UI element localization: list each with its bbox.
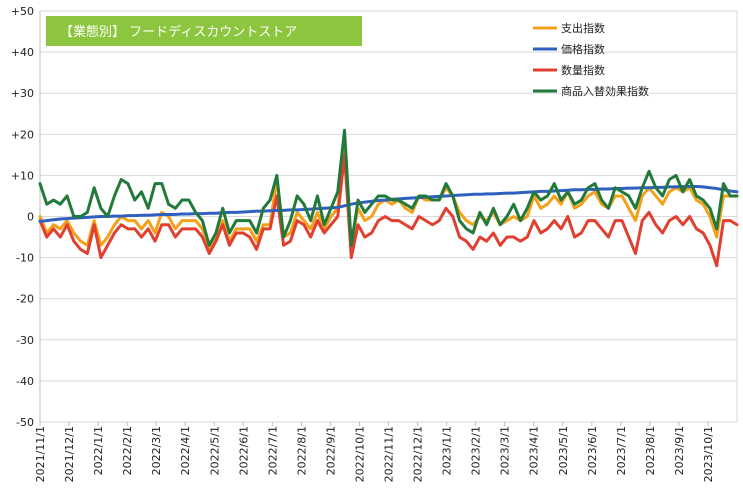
- x-tick-label: 2023/9/1: [673, 426, 686, 475]
- y-tick-label: +40: [11, 46, 34, 59]
- y-tick-label: -50: [16, 416, 34, 429]
- y-tick-label: -10: [16, 252, 34, 265]
- x-tick-label: 2023/1/1: [441, 426, 454, 475]
- series-line-0: [38, 149, 739, 251]
- y-tick-label: -30: [16, 334, 34, 347]
- x-tick-label: 2022/10/1: [353, 426, 366, 482]
- x-tick-label: 2022/5/1: [208, 426, 221, 475]
- y-tick-label: +30: [11, 87, 34, 100]
- x-tick-label: 2022/8/1: [295, 426, 308, 475]
- x-tick-label: 2021/12/1: [63, 426, 76, 482]
- x-tick-label: 2023/6/1: [586, 426, 599, 475]
- x-tick-label: 2023/3/1: [499, 426, 512, 475]
- x-tick-label: 2023/10/1: [702, 426, 715, 482]
- x-tick-label: 2021/11/1: [34, 426, 47, 482]
- x-tick-label: 2023/5/1: [557, 426, 570, 475]
- legend-label: 商品入替効果指数: [561, 84, 649, 98]
- x-tick-label: 2022/1/1: [92, 426, 105, 475]
- x-tick-label: 2023/7/1: [615, 426, 628, 475]
- x-tick-label: 2022/9/1: [324, 426, 337, 475]
- x-tick-label: 2022/3/1: [150, 426, 163, 475]
- y-tick-label: +10: [11, 169, 34, 182]
- chart-title-background: [46, 16, 362, 46]
- x-tick-label: 2023/2/1: [470, 426, 483, 475]
- y-tick-label: +50: [11, 5, 34, 18]
- x-tick-label: 2022/12/1: [412, 426, 425, 482]
- legend-label: 価格指数: [561, 42, 605, 56]
- y-tick-label: +20: [11, 128, 34, 141]
- x-tick-label: 2023/4/1: [528, 426, 541, 475]
- x-tick-label: 2022/6/1: [237, 426, 250, 475]
- y-tick-label: -40: [16, 375, 34, 388]
- x-axis: 2021/11/1 2021/12/1 2022/1/1 2022/2/1 2022/3…: [34, 422, 715, 482]
- x-tick-label: 2022/2/1: [121, 426, 134, 475]
- y-axis: +50 +40 +30 +20 +10 0 -10 -20 -30 -40 -50: [11, 5, 34, 429]
- x-tick-label: 2022/11/1: [383, 426, 396, 482]
- y-tick-label: 0: [27, 211, 34, 224]
- y-tick-label: -20: [16, 293, 34, 306]
- chart-title: 【業態別】 フードディスカウントストア: [60, 24, 297, 40]
- x-tick-label: 2022/4/1: [179, 426, 192, 475]
- legend-label: 支出指数: [561, 21, 605, 35]
- plot-area: [38, 128, 739, 268]
- legend-label: 数量指数: [561, 63, 605, 77]
- x-tick-label: 2023/8/1: [644, 426, 657, 475]
- series-line-3: [38, 128, 739, 247]
- x-tick-label: 2022/7/1: [266, 426, 279, 475]
- chart-title-box: 【業態別】 フードディスカウントストア: [46, 16, 362, 46]
- series-line-2: [38, 153, 739, 268]
